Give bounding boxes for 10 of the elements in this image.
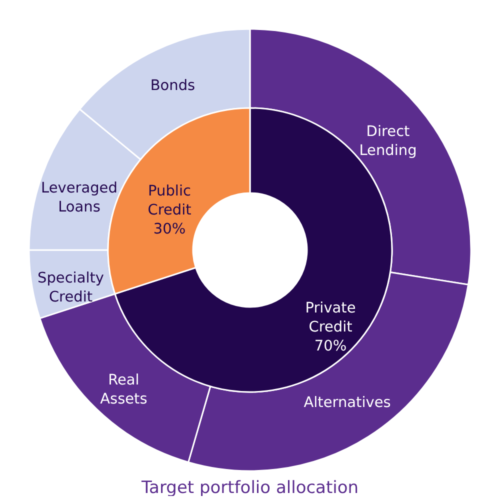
slice-label: Specialty Credit (37, 270, 104, 306)
slice-label: Leveraged Loans (41, 180, 118, 216)
slice-label: Direct Lending (359, 124, 417, 160)
slice-label: Real Assets (100, 372, 148, 408)
slice-label: Private Credit (305, 300, 356, 336)
data-label: 30% (153, 222, 186, 238)
slice-label: Bonds (150, 78, 196, 94)
slice-label: Public Credit (148, 184, 192, 219)
slice-label: Alternatives (304, 395, 391, 412)
data-label: 70% (314, 338, 347, 354)
